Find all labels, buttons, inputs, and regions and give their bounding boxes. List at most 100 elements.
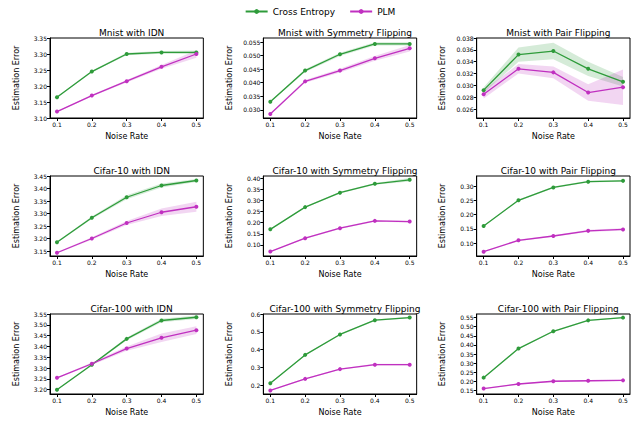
svg-text:0.036: 0.036 bbox=[456, 46, 473, 53]
svg-text:Estimation Error: Estimation Error bbox=[225, 321, 234, 386]
svg-text:0.35: 0.35 bbox=[247, 186, 261, 193]
svg-text:Noise Rate: Noise Rate bbox=[532, 270, 575, 279]
svg-text:Noise Rate: Noise Rate bbox=[532, 132, 575, 141]
svg-text:0.25: 0.25 bbox=[460, 197, 474, 204]
svg-text:0.035: 0.035 bbox=[243, 93, 260, 100]
svg-text:0.30: 0.30 bbox=[460, 360, 474, 367]
svg-text:3.30: 3.30 bbox=[34, 210, 48, 217]
svg-text:Noise Rate: Noise Rate bbox=[318, 132, 361, 141]
svg-text:Estimation Error: Estimation Error bbox=[438, 183, 447, 248]
svg-text:Mnist with IDN: Mnist with IDN bbox=[99, 28, 164, 38]
svg-text:3.30: 3.30 bbox=[34, 365, 48, 372]
svg-text:0.15: 0.15 bbox=[460, 387, 474, 394]
svg-text:0.20: 0.20 bbox=[247, 219, 261, 226]
svg-text:0.10: 0.10 bbox=[460, 240, 474, 247]
svg-text:0.2: 0.2 bbox=[300, 121, 310, 128]
svg-text:Noise Rate: Noise Rate bbox=[318, 408, 361, 417]
svg-text:0.2: 0.2 bbox=[251, 382, 261, 389]
svg-text:0.3: 0.3 bbox=[335, 397, 345, 404]
svg-text:0.5: 0.5 bbox=[618, 259, 628, 266]
svg-text:3.45: 3.45 bbox=[34, 173, 48, 180]
svg-text:3.35: 3.35 bbox=[34, 35, 48, 42]
svg-text:0.038: 0.038 bbox=[456, 35, 473, 42]
svg-text:0.4: 0.4 bbox=[583, 259, 593, 266]
svg-text:0.20: 0.20 bbox=[460, 211, 474, 218]
svg-text:Estimation Error: Estimation Error bbox=[225, 45, 234, 110]
svg-text:0.15: 0.15 bbox=[460, 225, 474, 232]
svg-text:0.1: 0.1 bbox=[479, 121, 489, 128]
svg-text:0.3: 0.3 bbox=[122, 259, 132, 266]
svg-text:0.5: 0.5 bbox=[192, 259, 202, 266]
svg-text:0.5: 0.5 bbox=[192, 397, 202, 404]
svg-text:0.030: 0.030 bbox=[456, 82, 473, 89]
svg-text:0.034: 0.034 bbox=[456, 58, 473, 65]
svg-text:0.3: 0.3 bbox=[335, 121, 345, 128]
svg-text:0.055: 0.055 bbox=[243, 39, 260, 46]
svg-text:0.026: 0.026 bbox=[456, 106, 473, 113]
svg-text:0.55: 0.55 bbox=[460, 314, 474, 321]
svg-text:0.6: 0.6 bbox=[251, 311, 261, 318]
svg-text:0.45: 0.45 bbox=[460, 332, 474, 339]
svg-text:3.25: 3.25 bbox=[34, 223, 48, 230]
svg-text:0.5: 0.5 bbox=[405, 397, 415, 404]
svg-text:0.1: 0.1 bbox=[479, 397, 489, 404]
svg-text:3.15: 3.15 bbox=[34, 99, 48, 106]
svg-text:3.30: 3.30 bbox=[34, 51, 48, 58]
svg-text:0.2: 0.2 bbox=[87, 397, 97, 404]
svg-text:Noise Rate: Noise Rate bbox=[318, 270, 361, 279]
svg-text:0.5: 0.5 bbox=[251, 328, 261, 335]
svg-text:3.35: 3.35 bbox=[34, 198, 48, 205]
svg-text:0.4: 0.4 bbox=[157, 121, 167, 128]
svg-text:0.35: 0.35 bbox=[460, 351, 474, 358]
svg-text:Noise Rate: Noise Rate bbox=[105, 408, 148, 417]
svg-text:Mnist with Symmetry Flipping: Mnist with Symmetry Flipping bbox=[278, 28, 412, 38]
svg-text:0.2: 0.2 bbox=[87, 121, 97, 128]
svg-text:0.30: 0.30 bbox=[247, 197, 261, 204]
svg-text:3.20: 3.20 bbox=[34, 83, 48, 90]
svg-text:0.4: 0.4 bbox=[251, 346, 261, 353]
svg-text:0.25: 0.25 bbox=[460, 369, 474, 376]
svg-text:3.25: 3.25 bbox=[34, 67, 48, 74]
svg-text:Estimation Error: Estimation Error bbox=[12, 183, 21, 248]
svg-text:Cifar-100 with Pair Flipping: Cifar-100 with Pair Flipping bbox=[498, 304, 619, 314]
svg-text:Cifar-10 with IDN: Cifar-10 with IDN bbox=[93, 166, 169, 176]
svg-text:0.2: 0.2 bbox=[514, 259, 524, 266]
svg-text:0.040: 0.040 bbox=[243, 79, 260, 86]
svg-text:Noise Rate: Noise Rate bbox=[105, 132, 148, 141]
svg-text:0.25: 0.25 bbox=[247, 208, 261, 215]
svg-text:0.4: 0.4 bbox=[370, 397, 380, 404]
svg-text:3.10: 3.10 bbox=[34, 115, 48, 122]
svg-text:0.40: 0.40 bbox=[460, 341, 474, 348]
svg-text:Estimation Error: Estimation Error bbox=[225, 183, 234, 248]
svg-text:0.1: 0.1 bbox=[266, 259, 276, 266]
svg-text:0.3: 0.3 bbox=[549, 259, 559, 266]
svg-text:0.4: 0.4 bbox=[583, 397, 593, 404]
svg-text:3.40: 3.40 bbox=[34, 185, 48, 192]
svg-text:0.5: 0.5 bbox=[405, 259, 415, 266]
svg-text:Cifar-10 with Pair Flipping: Cifar-10 with Pair Flipping bbox=[501, 166, 616, 176]
svg-text:0.50: 0.50 bbox=[460, 323, 474, 330]
svg-text:0.3: 0.3 bbox=[335, 259, 345, 266]
svg-text:Cross Entropy: Cross Entropy bbox=[273, 7, 336, 17]
svg-text:0.1: 0.1 bbox=[52, 259, 62, 266]
svg-text:0.4: 0.4 bbox=[157, 259, 167, 266]
svg-text:0.5: 0.5 bbox=[618, 397, 628, 404]
svg-text:0.045: 0.045 bbox=[243, 66, 260, 73]
svg-text:0.3: 0.3 bbox=[122, 121, 132, 128]
svg-text:0.5: 0.5 bbox=[192, 121, 202, 128]
svg-text:3.25: 3.25 bbox=[34, 375, 48, 382]
svg-text:0.028: 0.028 bbox=[456, 94, 473, 101]
svg-text:Estimation Error: Estimation Error bbox=[12, 45, 21, 110]
svg-text:0.3: 0.3 bbox=[122, 397, 132, 404]
svg-text:0.030: 0.030 bbox=[243, 106, 260, 113]
svg-text:0.1: 0.1 bbox=[266, 397, 276, 404]
svg-text:3.55: 3.55 bbox=[34, 311, 48, 318]
svg-text:0.20: 0.20 bbox=[460, 378, 474, 385]
svg-text:PLM: PLM bbox=[377, 7, 395, 17]
svg-text:3.40: 3.40 bbox=[34, 343, 48, 350]
svg-text:Estimation Error: Estimation Error bbox=[12, 321, 21, 386]
svg-text:0.050: 0.050 bbox=[243, 52, 260, 59]
svg-text:Estimation Error: Estimation Error bbox=[438, 45, 447, 110]
svg-text:0.1: 0.1 bbox=[52, 121, 62, 128]
svg-text:0.4: 0.4 bbox=[370, 121, 380, 128]
